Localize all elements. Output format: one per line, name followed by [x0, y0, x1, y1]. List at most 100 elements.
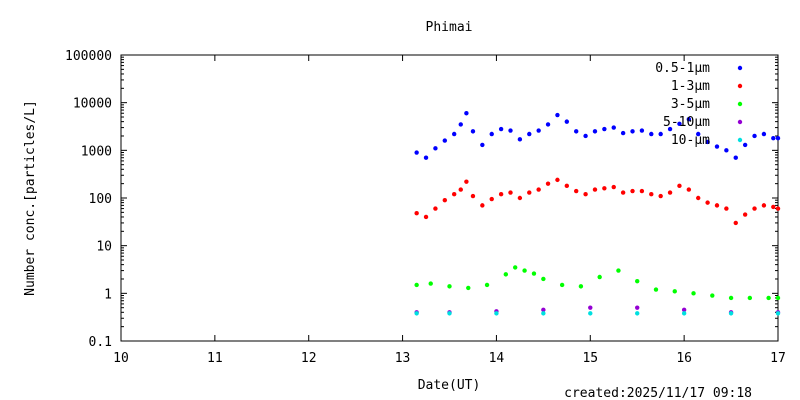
data-point [414, 282, 419, 288]
data-point [484, 282, 490, 288]
data-point [742, 142, 748, 148]
data-point [414, 150, 419, 155]
x-tick-label: 15 [582, 351, 598, 366]
data-point [733, 220, 738, 226]
data-point [681, 307, 687, 313]
data-point [433, 146, 438, 151]
data-point [649, 131, 654, 137]
data-point [545, 181, 551, 186]
data-point [752, 133, 757, 139]
data-point [442, 138, 448, 143]
x-tick-label: 11 [207, 351, 223, 366]
data-point [771, 135, 776, 141]
data-point [766, 295, 771, 301]
data-point [639, 188, 645, 194]
data-point [775, 206, 781, 211]
data-point [667, 126, 673, 132]
y-tick-label: 10 [96, 240, 112, 255]
data-point [464, 111, 469, 116]
data-point [771, 204, 776, 210]
data-point [653, 287, 659, 292]
data-point [696, 195, 701, 201]
data-point [508, 190, 513, 195]
data-point [602, 126, 607, 132]
x-axis-ticks: 10 11 12 13 14 15 16 17 [113, 55, 786, 366]
data-point [583, 133, 588, 139]
created-timestamp: created:2025/11/17 09:18 [564, 386, 752, 400]
data-point [761, 203, 767, 208]
data-point [536, 187, 541, 192]
data-point [620, 130, 626, 136]
data-point [728, 295, 734, 301]
data-point [686, 187, 692, 192]
data-point [559, 282, 565, 288]
data-point [724, 206, 729, 211]
data-point [508, 128, 513, 133]
x-tick-label: 14 [489, 351, 505, 366]
data-point [464, 179, 469, 184]
data-point [775, 311, 781, 316]
data-point [423, 214, 429, 220]
data-point [574, 129, 579, 134]
data-point [522, 268, 527, 273]
x-tick-label: 10 [113, 351, 129, 366]
data-point [752, 206, 757, 211]
data-point [588, 305, 593, 310]
legend-label: 5-10μm [663, 115, 710, 130]
data-point [536, 128, 541, 133]
data-point [677, 121, 682, 127]
series-4 [414, 311, 781, 316]
y-tick-label: 1 [104, 287, 112, 302]
data-point [672, 289, 677, 294]
data-point [635, 311, 640, 316]
data-point [498, 126, 504, 132]
data-point [597, 274, 602, 280]
y-tick-label: 100 [89, 192, 112, 207]
data-point [451, 131, 457, 137]
data-point [578, 284, 584, 289]
data-point [592, 129, 598, 134]
data-point [611, 125, 616, 130]
data-point [583, 192, 588, 197]
data-point [470, 193, 476, 199]
data-point [527, 190, 532, 195]
data-point [458, 187, 463, 192]
data-point [423, 155, 429, 160]
data-point [658, 131, 663, 137]
data-point [458, 122, 463, 127]
data-point [667, 190, 673, 195]
series-2 [414, 265, 781, 301]
data-point [630, 129, 635, 134]
x-axis-label: Date(UT) [418, 378, 481, 393]
data-point [742, 212, 748, 217]
data-point [696, 131, 701, 137]
data-point [574, 188, 579, 194]
data-point [728, 311, 734, 316]
data-point [588, 311, 593, 316]
data-point [691, 291, 696, 296]
y-axis-label: Number conc.[particles/L] [23, 100, 38, 296]
data-point [705, 200, 710, 205]
data-point [545, 122, 551, 127]
series-3 [414, 305, 781, 315]
x-tick-label: 16 [676, 351, 692, 366]
x-tick-label: 13 [395, 351, 411, 366]
data-point [541, 311, 546, 316]
data-point [714, 144, 720, 149]
data-point [658, 193, 663, 199]
data-point [564, 119, 570, 124]
data-point [710, 293, 715, 298]
data-point [489, 131, 494, 137]
y-axis-ticks: 0.1 1 10 100 1000 10000 100000 [65, 49, 778, 350]
x-tick-label: 17 [770, 351, 786, 366]
data-point [494, 311, 499, 316]
data-point [602, 186, 607, 191]
data-point [714, 203, 720, 208]
y-tick-label: 1000 [81, 144, 112, 159]
data-point [761, 131, 767, 137]
data-point [470, 129, 476, 134]
data-point [775, 295, 781, 301]
data-point [635, 305, 640, 310]
data-point [649, 192, 654, 197]
data-point [541, 307, 546, 313]
